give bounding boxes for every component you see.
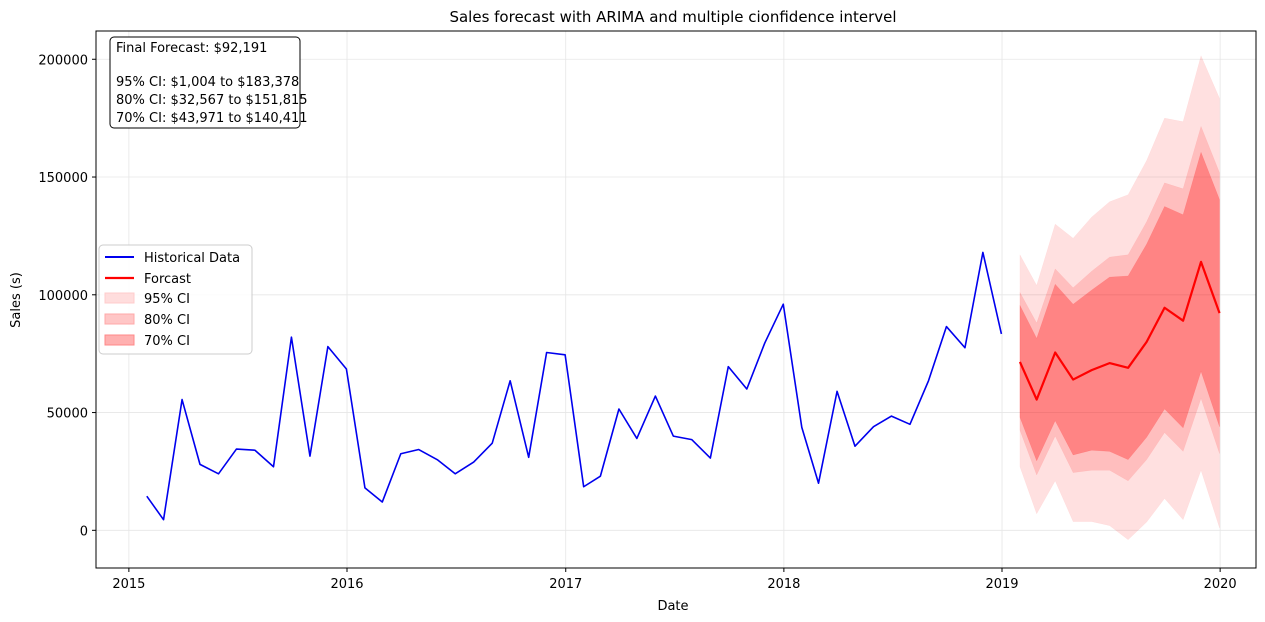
confidence-bands (1019, 54, 1220, 541)
x-tick-label: 2020 (1204, 577, 1237, 592)
legend-swatch-ci70 (104, 334, 135, 346)
legend-label-ci80: 80% CI (144, 313, 190, 328)
legend-label-historical: Historical Data (144, 251, 240, 266)
legend-label-ci70: 70% CI (144, 334, 190, 349)
ci80-band (1019, 125, 1220, 482)
x-tick-label: 2016 (330, 577, 363, 592)
y-axis-label: Sales (s) (9, 272, 24, 328)
y-axis: 0 50000 100000 150000 200000 (38, 53, 96, 539)
forecast-line (1018, 260, 1221, 401)
y-tick-label: 100000 (38, 289, 88, 304)
annotation-frame (109, 36, 301, 129)
annotation-line-3: 95% CI: $1,004 to $183,378 (116, 75, 299, 90)
y-tick-label: 150000 (38, 171, 88, 186)
x-tick-label: 2018 (767, 577, 800, 592)
historical-line (146, 251, 1003, 521)
y-tick-label: 0 (80, 524, 88, 539)
x-axis: 2015 2016 2017 2018 2019 2020 (112, 568, 1237, 592)
ci95-band (1019, 54, 1220, 541)
annotation-box: Final Forecast: $92,191 95% CI: $1,004 t… (109, 36, 308, 129)
legend-label-ci95: 95% CI (144, 292, 190, 307)
y-tick-label: 200000 (38, 53, 88, 68)
legend-label-forecast: Forcast (144, 272, 191, 287)
x-tick-label: 2019 (985, 577, 1018, 592)
ci70-band (1019, 151, 1220, 462)
legend: Historical Data Forcast 95% CI 80% CI 70… (98, 244, 253, 355)
y-tick-label: 50000 (47, 407, 88, 422)
x-axis-label: Date (657, 599, 688, 614)
chart-title: Sales forecast with ARIMA and multiple c… (449, 8, 896, 26)
plot-frame (95, 30, 1257, 569)
x-tick-label: 2015 (112, 577, 145, 592)
legend-frame (98, 244, 253, 355)
x-tick-label: 2017 (549, 577, 582, 592)
annotation-line-1: Final Forecast: $92,191 (116, 41, 267, 56)
series-lines (146, 251, 1221, 521)
legend-swatch-ci80 (104, 313, 135, 325)
legend-swatch-ci95 (104, 292, 135, 304)
annotation-line-4: 80% CI: $32,567 to $151,815 (116, 93, 308, 108)
annotation-line-5: 70% CI: $43,971 to $140,411 (116, 111, 308, 126)
grid (96, 31, 1256, 568)
